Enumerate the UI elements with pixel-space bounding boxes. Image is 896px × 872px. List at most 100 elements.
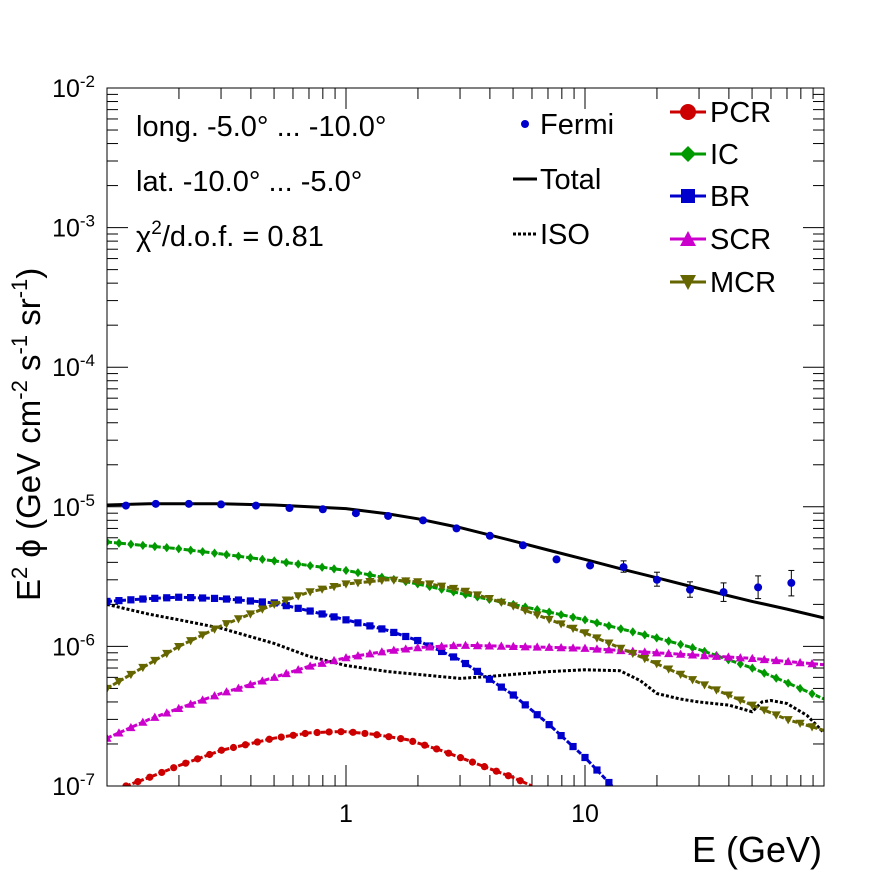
series-pcr-point (325, 728, 333, 736)
series-scr-point (699, 651, 710, 660)
series-mcr-point (496, 598, 506, 607)
series-mcr-point (341, 580, 351, 589)
series-scr-point (162, 708, 172, 717)
series-pcr-point (194, 755, 202, 763)
series-scr-point (664, 648, 674, 658)
series-ic-point (342, 565, 350, 576)
series-pcr-point (301, 729, 309, 738)
series-mcr-point (687, 676, 698, 685)
series-iso-line (107, 602, 824, 734)
series-mcr-point (699, 681, 710, 690)
series-mcr-point (460, 587, 471, 596)
series-scr-point (413, 643, 423, 652)
fermi-data-point (285, 504, 294, 513)
series-ic-point (605, 621, 613, 631)
series-ic-point (175, 544, 183, 554)
series-ic-point (641, 630, 649, 640)
series-mcr-point (281, 596, 291, 605)
series-scr-point (747, 653, 757, 663)
series-mcr-point (532, 611, 542, 620)
series-ic-point (617, 624, 625, 634)
region-longitude-label: long. -5.0° ... -10.0° (136, 111, 387, 143)
series-scr-point (221, 687, 232, 696)
series-ic-point (187, 545, 195, 555)
series-mcr-point (448, 584, 459, 594)
series-mcr-point (389, 576, 399, 585)
series-br-point (318, 610, 326, 618)
series-scr-point (496, 641, 506, 650)
series-mcr-point (508, 602, 518, 611)
legend-left: Fermi Total ISO (513, 109, 614, 251)
series-ic-point (354, 568, 362, 578)
series-br-point (485, 675, 493, 683)
series-mcr-point (747, 701, 757, 710)
y-tick-labels: 10-7 10-6 10-5 10-4 10-3 10-2 (52, 72, 95, 801)
series-scr-point (425, 642, 435, 651)
series-scr-point (556, 643, 566, 652)
series-br-point (282, 602, 290, 610)
series-mcr-point (293, 592, 303, 601)
fermi-data-point (318, 505, 327, 514)
series-pcr-point (277, 733, 285, 741)
series-ic (107, 537, 824, 701)
series-ic-point (569, 612, 577, 622)
series-br-point (330, 613, 338, 621)
series-scr-point (150, 712, 160, 721)
fermi-data-point (619, 563, 628, 572)
series-scr-point (592, 644, 602, 653)
legend-br-label: BR (710, 181, 750, 213)
x-tick-labels: 1 10 (339, 800, 599, 828)
series-pcr-point (456, 754, 465, 762)
series-scr-point (735, 653, 745, 662)
series-scr-point (437, 641, 447, 650)
y-tick-label: 10-5 (52, 491, 95, 522)
series-scr-point (568, 643, 578, 652)
region-latitude-label: lat. -10.0° ... -5.0° (136, 166, 362, 198)
series-br-point (509, 691, 517, 699)
series-br-point (294, 604, 302, 612)
series-scr-point (126, 722, 136, 732)
series-br-point (593, 766, 601, 774)
series-ic-point (318, 562, 326, 572)
series-mcr-point (616, 644, 626, 653)
series-br-point (569, 742, 577, 751)
y-tick-label: 10-3 (52, 212, 95, 243)
series-br-point (533, 711, 541, 719)
series-mcr-point (759, 706, 769, 715)
series-scr-point (532, 642, 542, 651)
series-ic-point (808, 689, 816, 699)
series-scr-point (460, 640, 471, 649)
series-mcr-point (604, 639, 614, 648)
fermi-data-point (217, 500, 226, 509)
series-pcr-point (229, 743, 238, 752)
fermi-data-point (552, 555, 561, 564)
series-mcr-point (221, 620, 232, 629)
series-br-point (234, 596, 243, 604)
legend-ic-label: IC (710, 139, 739, 171)
series-mcr-point (795, 719, 805, 728)
series-ic-point (222, 549, 231, 560)
series-ic-point (163, 543, 171, 553)
series-br-point (187, 594, 195, 602)
fermi-data-point (452, 524, 461, 533)
series-ic-point (246, 553, 254, 563)
series-ic-point (665, 636, 673, 646)
series-scr-point (711, 651, 722, 660)
fermi-data-point (384, 511, 393, 520)
series-mcr-point (174, 642, 184, 652)
series-ic-point (210, 548, 219, 558)
series-ic-point (151, 541, 159, 552)
series-ic-point (270, 556, 278, 566)
series-ic-point (127, 539, 135, 549)
series-pcr-point (349, 728, 357, 736)
x-tick-label: 10 (571, 800, 599, 828)
series-mcr-point (472, 591, 483, 600)
fermi-data-point (586, 561, 595, 570)
series-scr-point (472, 640, 483, 650)
series-ic-point (545, 607, 553, 617)
series-mcr-point (807, 723, 817, 732)
series-scr-point (389, 645, 399, 654)
series-mcr-point (568, 624, 578, 633)
fermi-data-point (652, 575, 661, 584)
